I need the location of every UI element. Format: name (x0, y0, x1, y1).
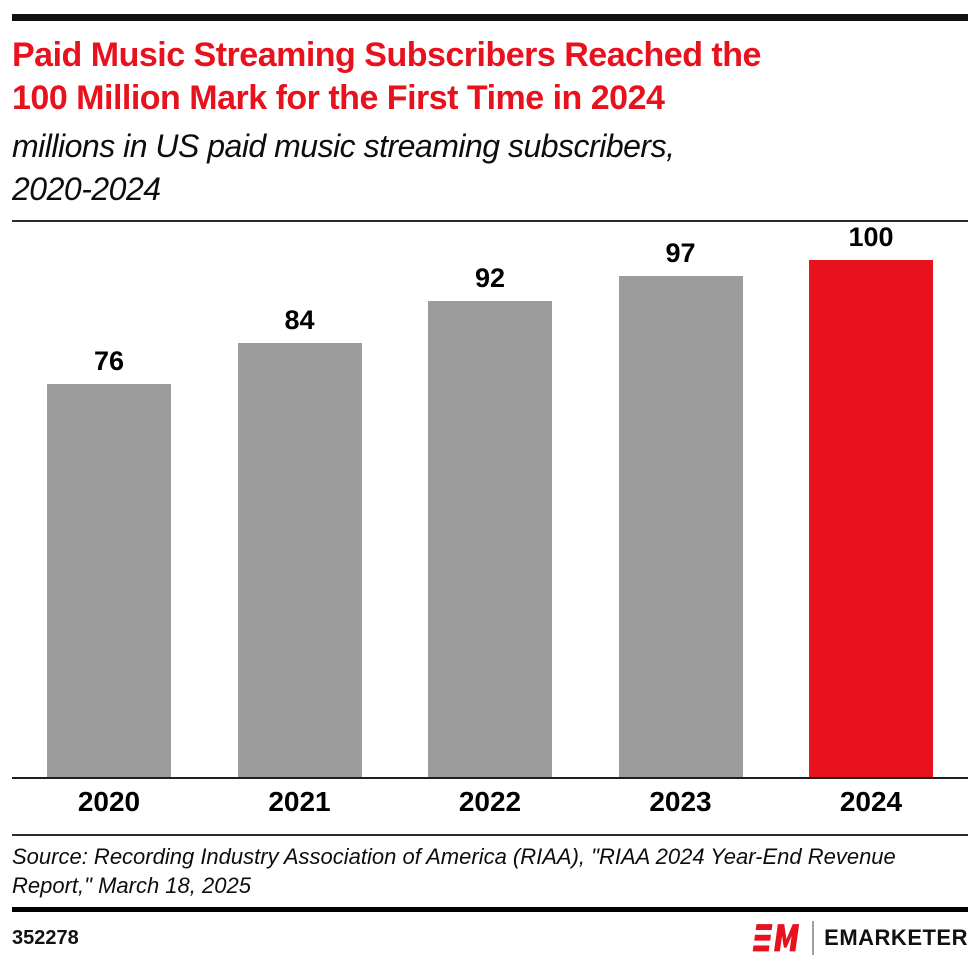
bar-2020 (47, 384, 171, 777)
logo-separator (812, 921, 815, 955)
bar-value-label-2020: 76 (93, 346, 125, 376)
emarketer-logo: EMARKETER (750, 921, 968, 955)
bar-column-2023: 97 (618, 238, 743, 777)
chart-title: Paid Music Streaming Subscribers Reached… (12, 34, 968, 120)
footer-divider-bar (12, 907, 968, 912)
emarketer-em-mark-icon (752, 924, 800, 952)
source-note-line-1: Source: Recording Industry Association o… (12, 844, 896, 869)
x-axis-label-2021: 2021 (268, 786, 331, 817)
bar-chart-plot-area: 76 84 92 97 100 (12, 222, 968, 779)
bar-2021 (237, 343, 362, 777)
bar-2023 (618, 276, 743, 777)
chart-title-line-1: Paid Music Streaming Subscribers Reached… (12, 36, 761, 74)
source-note: Source: Recording Industry Association o… (12, 842, 968, 900)
footer: 352278 EMARKETER (12, 921, 968, 955)
bar-value-label-2023: 97 (665, 238, 696, 268)
chart-subtitle-line-2: 2020-2024 (12, 171, 161, 207)
x-axis-label-2023: 2023 (649, 786, 712, 817)
chart-page: Paid Music Streaming Subscribers Reached… (0, 14, 980, 964)
emarketer-wordmark: EMARKETER (824, 925, 968, 950)
source-note-line-2: Report," March 18, 2025 (12, 873, 251, 898)
bar-column-2021: 84 (237, 305, 362, 777)
header-divider-line (12, 220, 968, 222)
bar-column-2022: 92 (428, 263, 552, 777)
x-axis-label-2020: 2020 (77, 786, 141, 817)
chart-title-line-2: 100 Million Mark for the First Time in 2… (12, 79, 665, 117)
x-axis-labels-row: 2020 2021 2022 2023 2024 (12, 779, 968, 818)
source-divider-line (12, 834, 968, 836)
bar-value-label-2024: 100 (848, 222, 894, 252)
bar-column-2024: 100 (809, 222, 933, 777)
bar-value-label-2021: 84 (284, 305, 315, 335)
top-accent-bar (12, 14, 968, 21)
bar-2024 (809, 260, 933, 777)
bar-2022 (428, 301, 552, 777)
chart-subtitle: millions in US paid music streaming subs… (12, 125, 968, 211)
x-axis-label-2024: 2024 (839, 786, 903, 817)
x-axis-label-2022: 2022 (458, 786, 522, 817)
bar-column-2020: 76 (47, 346, 171, 777)
bar-value-label-2022: 92 (474, 263, 506, 293)
chart-subtitle-line-1: millions in US paid music streaming subs… (12, 128, 675, 164)
chart-id: 352278 (12, 926, 79, 949)
